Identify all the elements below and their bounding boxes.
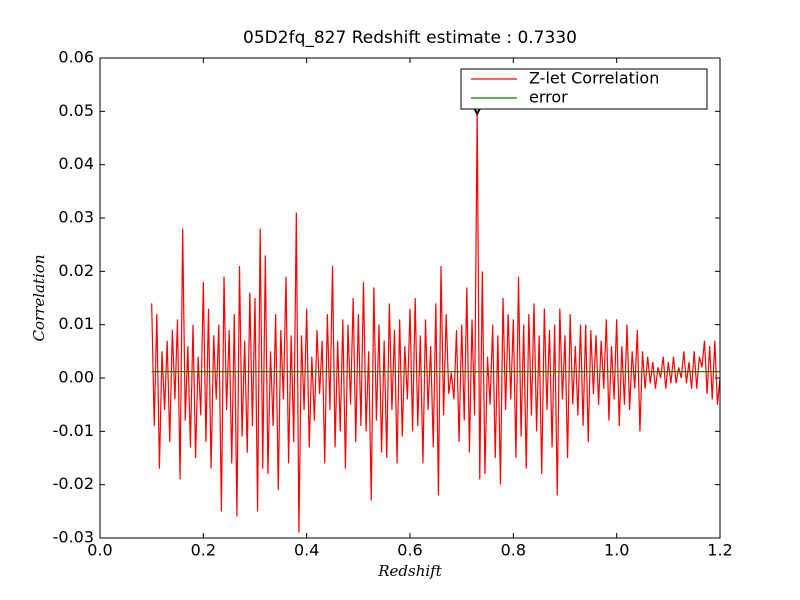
y-tick-label: 0.00 xyxy=(58,368,94,387)
x-tick-label: 1.0 xyxy=(604,541,629,560)
y-tick-label: -0.03 xyxy=(53,528,94,547)
x-tick-label: 1.2 xyxy=(707,541,732,560)
x-tick-label: 0.0 xyxy=(87,541,112,560)
y-tick-label: 0.06 xyxy=(58,48,94,67)
y-tick-label: -0.02 xyxy=(53,474,94,493)
y-tick-label: 0.05 xyxy=(58,101,94,120)
x-tick-label: 0.8 xyxy=(501,541,526,560)
legend-label: error xyxy=(529,88,568,107)
x-tick-label: 0.6 xyxy=(397,541,422,560)
x-axis-label: Redshift xyxy=(377,562,442,580)
y-axis-label: Correlation xyxy=(30,255,48,342)
y-tick-label: 0.01 xyxy=(58,314,94,333)
y-tick-label: 0.04 xyxy=(58,154,94,173)
y-tick-label: 0.02 xyxy=(58,261,94,280)
y-tick-label: 0.03 xyxy=(58,208,94,227)
legend-label: Z-let Correlation xyxy=(529,69,659,88)
data-line xyxy=(151,111,721,533)
y-tick-label: -0.01 xyxy=(53,421,94,440)
x-tick-label: 0.4 xyxy=(294,541,319,560)
x-tick-label: 0.2 xyxy=(191,541,216,560)
legend-box xyxy=(460,68,708,110)
chart-title: 05D2fq_827 Redshift estimate : 0.7330 xyxy=(243,28,577,48)
